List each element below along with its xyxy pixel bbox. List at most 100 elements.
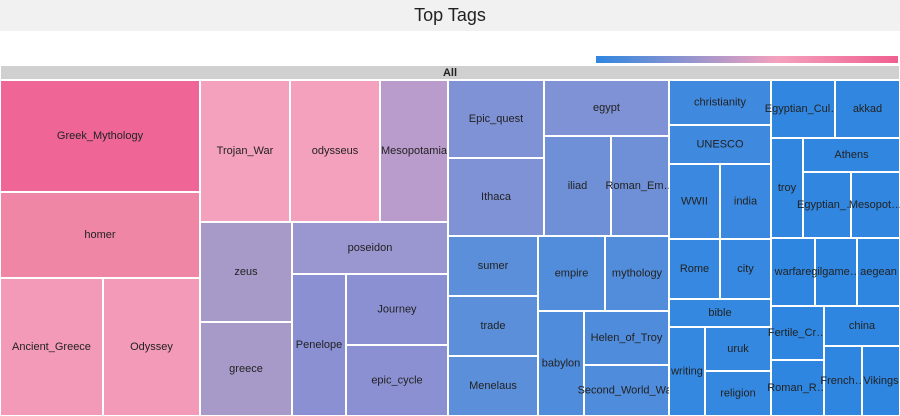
treemap-cell[interactable] xyxy=(669,164,720,239)
cell-label: uruk xyxy=(727,343,749,355)
cell-label: Penelope xyxy=(296,339,343,351)
treemap-cell[interactable] xyxy=(669,327,705,416)
treemap-cell[interactable] xyxy=(705,327,771,371)
cell-label: empire xyxy=(555,267,589,279)
cell-label: aegean xyxy=(860,266,897,278)
cell-label: sumer xyxy=(478,260,509,272)
treemap-cell[interactable] xyxy=(857,238,900,306)
cell-label: Vikings xyxy=(863,375,899,387)
cell-label: zeus xyxy=(234,266,258,278)
treemap-cell[interactable] xyxy=(544,136,611,236)
treemap-cell[interactable] xyxy=(771,238,815,306)
cell-label: Ancient_Greece xyxy=(12,341,91,353)
treemap-cell[interactable] xyxy=(538,311,584,416)
treemap-cell[interactable] xyxy=(380,80,448,222)
treemap-cell[interactable] xyxy=(605,236,669,311)
treemap-cell[interactable] xyxy=(669,299,771,327)
treemap-cell[interactable] xyxy=(771,80,835,138)
treemap-cell[interactable] xyxy=(200,80,290,222)
treemap-cell[interactable] xyxy=(346,345,448,416)
treemap-cell[interactable] xyxy=(862,346,900,416)
header xyxy=(0,0,900,31)
chart-title: Top Tags xyxy=(414,5,486,25)
treemap-cell[interactable] xyxy=(720,164,771,239)
cell-label: Athens xyxy=(834,149,869,161)
cell-label: trade xyxy=(480,320,505,332)
treemap-cell[interactable] xyxy=(290,80,380,222)
treemap-cell[interactable] xyxy=(346,274,448,345)
cell-label: troy xyxy=(778,182,797,194)
cell-label: UNESCO xyxy=(696,138,744,150)
cell-label: Trojan_War xyxy=(217,145,274,157)
cell-label: French… xyxy=(820,375,865,387)
treemap-cell[interactable] xyxy=(720,239,771,299)
treemap-cell[interactable] xyxy=(584,365,669,416)
cell-label: Egyptian_… xyxy=(797,199,857,211)
treemap-cell[interactable] xyxy=(824,346,862,416)
treemap-cell[interactable] xyxy=(292,274,346,416)
cell-label: india xyxy=(734,195,758,207)
cell-label: city xyxy=(737,263,754,275)
treemap-cell[interactable] xyxy=(448,356,538,416)
cell-label: poseidon xyxy=(348,242,393,254)
cell-label: iliad xyxy=(568,180,588,192)
root-bar[interactable] xyxy=(1,66,899,79)
treemap-cell[interactable] xyxy=(584,311,669,365)
cell-label: Fertile_Cr… xyxy=(768,327,827,339)
treemap-cell[interactable] xyxy=(771,306,824,360)
cell-label: Odyssey xyxy=(130,341,173,353)
cell-label: odysseus xyxy=(312,145,359,157)
cell-label: Roman_R… xyxy=(767,382,828,394)
treemap-cell[interactable] xyxy=(200,322,292,416)
cell-label: epic_cycle xyxy=(371,374,422,386)
treemap-cell[interactable] xyxy=(448,296,538,356)
cell-label: homer xyxy=(84,229,116,241)
treemap-cell[interactable] xyxy=(815,238,857,306)
treemap-cell[interactable] xyxy=(448,158,544,236)
treemap-cell[interactable] xyxy=(669,80,771,125)
cell-label: Menelaus xyxy=(469,380,517,392)
cell-label: Egyptian_Cul… xyxy=(765,103,841,115)
treemap-cell[interactable] xyxy=(669,239,720,299)
cell-label: Mesopotamia xyxy=(381,145,448,157)
cell-label: writing xyxy=(670,365,703,377)
cell-label: WWII xyxy=(681,195,708,207)
treemap-cell[interactable] xyxy=(803,138,900,172)
cell-label: Second_World_War xyxy=(578,384,676,396)
treemap-cell[interactable] xyxy=(538,236,605,311)
cell-label: mythology xyxy=(612,267,663,279)
cell-label: gilgame… xyxy=(811,266,861,278)
cell-label: Ithaca xyxy=(481,191,512,203)
root-label: All xyxy=(443,67,457,79)
cell-label: Greek_Mythology xyxy=(57,130,144,142)
cell-label: bible xyxy=(708,307,731,319)
cell-label: religion xyxy=(720,387,755,399)
cell-label: Helen_of_Troy xyxy=(591,332,663,344)
cell-label: egypt xyxy=(593,102,620,114)
cell-label: Mesopot… xyxy=(849,199,900,211)
treemap-cell[interactable] xyxy=(0,192,200,278)
cell-label: babylon xyxy=(542,357,581,369)
cell-label: Journey xyxy=(377,303,417,315)
cell-label: akkad xyxy=(853,103,882,115)
treemap-cell[interactable] xyxy=(544,80,669,136)
treemap-cell[interactable] xyxy=(705,371,771,416)
treemap-cell[interactable] xyxy=(611,136,669,236)
treemap-cell[interactable] xyxy=(771,138,803,238)
treemap-cell[interactable] xyxy=(200,222,292,322)
treemap-cell[interactable] xyxy=(292,222,448,274)
treemap-cell[interactable] xyxy=(835,80,900,138)
treemap-cell[interactable] xyxy=(448,80,544,158)
color-scale xyxy=(596,56,898,63)
cell-label: Epic_quest xyxy=(469,113,523,125)
cell-label: christianity xyxy=(694,96,746,108)
treemap-cell[interactable] xyxy=(0,80,200,192)
cell-label: Rome xyxy=(680,263,709,275)
treemap-cell[interactable] xyxy=(803,172,851,238)
cell-label: warfare xyxy=(774,266,812,278)
treemap-cell[interactable] xyxy=(669,125,771,164)
treemap-cell[interactable] xyxy=(448,236,538,296)
cell-label: china xyxy=(849,320,876,332)
treemap-cell[interactable] xyxy=(824,306,900,346)
